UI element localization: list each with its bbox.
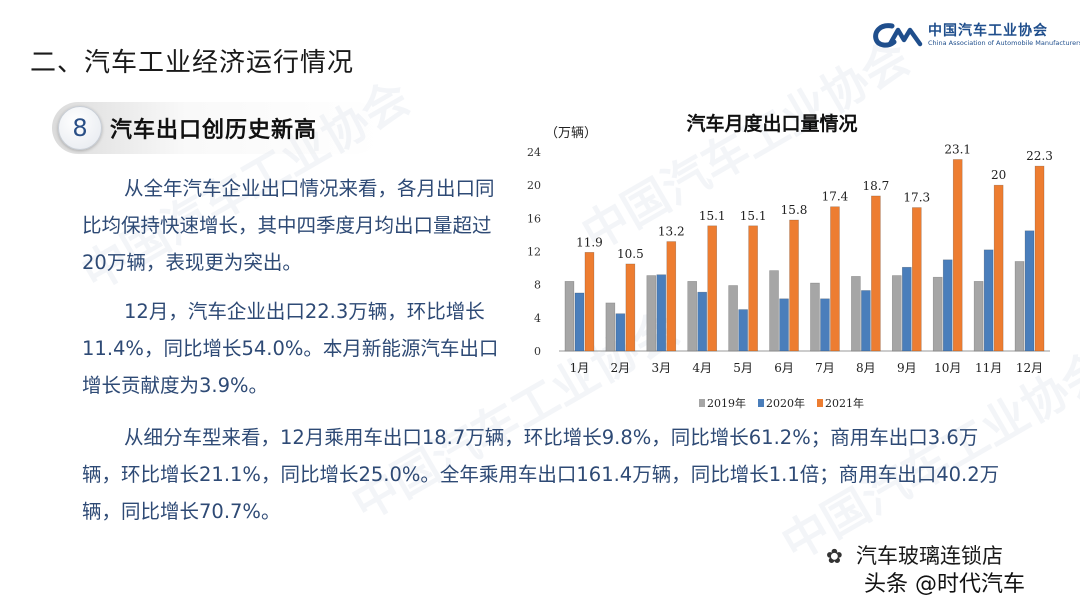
bar-2021年-5月 bbox=[748, 225, 758, 352]
data-label: 15.8 bbox=[781, 203, 808, 217]
y-tick-label: 16 bbox=[527, 212, 541, 225]
bar-2019年-5月 bbox=[728, 285, 738, 352]
data-label: 17.3 bbox=[903, 191, 930, 205]
footer-source: 头条 @时代汽车 bbox=[864, 572, 1025, 597]
wechat-icon: ✿ bbox=[826, 544, 843, 568]
bar-2019年-6月 bbox=[769, 270, 779, 352]
bar-2021年-4月 bbox=[707, 225, 718, 352]
bar-2019年-10月 bbox=[932, 276, 943, 352]
bar-2020年-3月 bbox=[656, 274, 667, 352]
bar-2019年-3月 bbox=[646, 275, 657, 352]
badge-title: 汽车出口创历史新高 bbox=[110, 118, 318, 143]
legend-entry: 2021年 bbox=[825, 396, 864, 410]
x-tick-label: 3月 bbox=[651, 361, 671, 375]
logo-english-name: China Association of Automobile Manufact… bbox=[928, 39, 1080, 47]
bar-2021年-9月 bbox=[911, 207, 922, 352]
x-tick-label: 11月 bbox=[975, 361, 1002, 375]
bar-2019年-7月 bbox=[810, 282, 820, 352]
bar-2019年-11月 bbox=[973, 281, 984, 352]
x-tick-label: 9月 bbox=[897, 361, 917, 375]
x-tick-label: 5月 bbox=[733, 361, 753, 375]
bar-2020年-12月 bbox=[1024, 230, 1035, 352]
data-label: 18.7 bbox=[863, 179, 890, 193]
data-label: 17.4 bbox=[822, 190, 849, 204]
x-tick-label: 8月 bbox=[856, 361, 876, 375]
cama-logo-icon bbox=[873, 23, 923, 48]
footer-watermark: ✿ 汽车玻璃连锁店 头条 @时代汽车 bbox=[824, 538, 1074, 598]
data-label: 15.1 bbox=[699, 209, 726, 223]
y-tick-label: 8 bbox=[534, 279, 541, 292]
data-label: 13.2 bbox=[658, 225, 685, 239]
legend-entry: 2019年 bbox=[707, 396, 746, 410]
data-label: 15.1 bbox=[740, 209, 767, 223]
bar-2019年-8月 bbox=[851, 276, 861, 352]
paragraph-annual-export: 从全年汽车企业出口情况来看，各月出口同比均保持快速增长，其中四季度月均出口量超过… bbox=[82, 177, 495, 274]
logo-chinese-name: 中国汽车工业协会 bbox=[928, 23, 1048, 39]
data-label: 23.1 bbox=[944, 142, 971, 156]
bar-2021年-8月 bbox=[871, 195, 881, 352]
chart-title: 汽车月度出口量情况 bbox=[686, 112, 857, 135]
bar-2021年-2月 bbox=[625, 263, 636, 352]
bar-2021年-6月 bbox=[789, 219, 799, 352]
x-tick-label: 6月 bbox=[774, 361, 794, 375]
footer-store-name: 汽车玻璃连锁店 bbox=[856, 544, 1003, 568]
bar-2019年-9月 bbox=[891, 275, 902, 352]
heading-badge: 8 汽车出口创历史新高 bbox=[52, 102, 382, 154]
legend-swatch-2019年 bbox=[699, 399, 705, 407]
bar-2021年-1月 bbox=[584, 252, 595, 352]
bar-2020年-4月 bbox=[697, 291, 708, 352]
bar-2020年-5月 bbox=[738, 309, 748, 352]
paragraph-december-export: 12月，汽车企业出口22.3万辆，环比增长11.4%，同比增长54.0%。本月新… bbox=[82, 300, 499, 397]
x-tick-label: 10月 bbox=[934, 361, 961, 375]
cama-logo: 中国汽车工业协会 China Association of Automobile… bbox=[872, 18, 1080, 52]
section-title: 二、汽车工业经济运行情况 bbox=[30, 48, 355, 78]
data-label: 11.9 bbox=[576, 235, 603, 249]
x-tick-label: 4月 bbox=[692, 361, 712, 375]
y-tick-label: 20 bbox=[527, 179, 541, 192]
y-tick-label: 12 bbox=[527, 246, 541, 259]
data-label: 10.5 bbox=[617, 247, 644, 261]
y-tick-label: 24 bbox=[527, 146, 541, 159]
x-tick-label: 7月 bbox=[815, 361, 835, 375]
bar-2021年-7月 bbox=[830, 206, 840, 352]
badge-background bbox=[52, 102, 382, 154]
legend-swatch-2021年 bbox=[817, 399, 823, 407]
bar-2019年-2月 bbox=[605, 302, 616, 352]
bar-2021年-11月 bbox=[993, 184, 1004, 352]
data-label: 20 bbox=[991, 168, 1006, 182]
bar-2020年-11月 bbox=[983, 249, 994, 352]
monthly-export-chart: 汽车月度出口量情况 （万辆） 0 4 8 12 16 20 24 11.9 1月 10.5 2月 13.2… bbox=[527, 112, 1053, 410]
data-label: 22.3 bbox=[1026, 149, 1053, 163]
badge-number: 8 bbox=[58, 106, 102, 150]
bar-2019年-1月 bbox=[564, 281, 575, 352]
bar-2020年-8月 bbox=[861, 290, 871, 352]
bar-2021年-10月 bbox=[952, 159, 963, 352]
bar-2019年-12月 bbox=[1014, 261, 1025, 352]
bar-2020年-7月 bbox=[820, 298, 830, 352]
y-tick-label: 4 bbox=[534, 312, 541, 325]
bar-2020年-10月 bbox=[942, 259, 953, 352]
paragraph-vehicle-type: 从细分车型来看，12月乘用车出口18.7万辆，环比增长9.8%，同比增长61.2… bbox=[82, 426, 1000, 523]
legend-entry: 2020年 bbox=[766, 396, 805, 410]
bar-2020年-1月 bbox=[574, 292, 585, 352]
x-tick-label: 1月 bbox=[570, 361, 590, 375]
bar-2020年-2月 bbox=[615, 313, 626, 352]
x-tick-label: 12月 bbox=[1016, 361, 1043, 375]
bar-2021年-12月 bbox=[1034, 165, 1045, 352]
y-tick-label: 0 bbox=[534, 345, 541, 358]
x-tick-label: 2月 bbox=[611, 361, 631, 375]
legend-swatch-2020年 bbox=[758, 399, 764, 407]
bar-2020年-6月 bbox=[779, 298, 789, 352]
y-axis-label: （万辆） bbox=[545, 126, 597, 141]
bar-2019年-4月 bbox=[687, 281, 698, 352]
bar-2021年-3月 bbox=[666, 241, 677, 352]
bar-2020年-9月 bbox=[901, 266, 912, 352]
